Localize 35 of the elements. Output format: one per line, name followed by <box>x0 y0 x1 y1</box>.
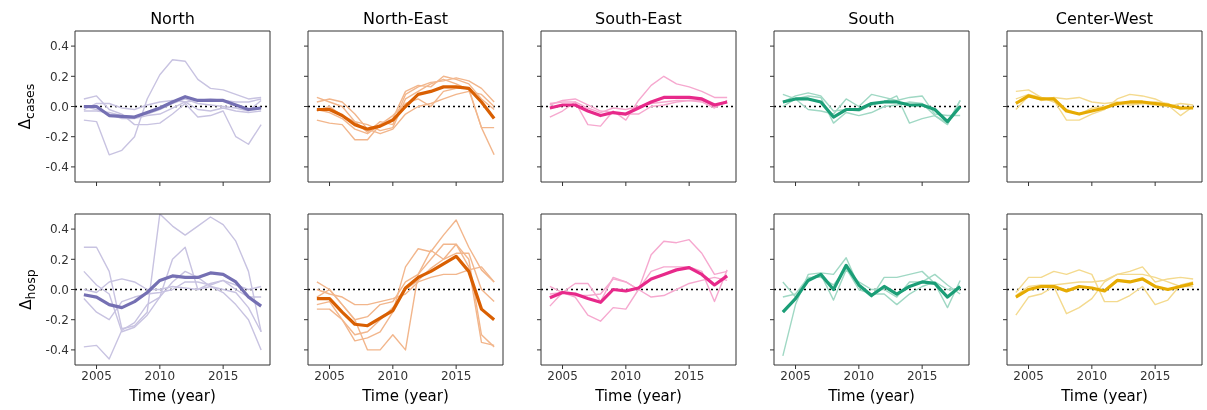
x-tick-label: 2010 <box>144 368 176 383</box>
chart-title: North-East <box>361 8 449 30</box>
x-tick-label: 2005 <box>81 368 112 383</box>
x-tick-label: 2005 <box>547 368 578 383</box>
x-tick-label: 2010 <box>377 368 409 383</box>
y-tick-label: -0.4 <box>45 160 69 175</box>
y-tick-label: 0.4 <box>49 39 69 54</box>
chart-title: South <box>847 8 896 30</box>
x-axis-title: Time (year) <box>1060 387 1149 405</box>
y-tick-label: 0.0 <box>49 282 69 297</box>
x-axis-title: Time (year) <box>594 387 683 405</box>
y-tick-label: 0.2 <box>49 69 69 84</box>
x-tick-label: 2015 <box>440 368 472 383</box>
y-tick-label: 0.0 <box>49 99 69 114</box>
chart-title: South-East <box>594 8 683 30</box>
y-tick-label: -0.4 <box>45 343 69 358</box>
y-tick-label: 0.2 <box>49 252 69 267</box>
x-axis-title: Time (year) <box>128 387 217 405</box>
chart-title: Center-West <box>1054 8 1155 30</box>
x-tick-label: 2005 <box>780 368 811 383</box>
x-tick-label: 2015 <box>673 368 705 383</box>
x-axis-title: Time (year) <box>827 387 916 405</box>
x-tick-label: 2010 <box>843 368 875 383</box>
x-tick-label: 2010 <box>610 368 642 383</box>
x-tick-label: 2005 <box>314 368 345 383</box>
chart-title: North <box>149 8 196 30</box>
y-tick-label: -0.2 <box>45 129 69 144</box>
y-tick-label: -0.2 <box>45 312 69 327</box>
x-tick-label: 2005 <box>1013 368 1044 383</box>
x-axis-title: Time (year) <box>361 387 450 405</box>
x-tick-label: 2015 <box>207 368 239 383</box>
x-tick-label: 2010 <box>1076 368 1108 383</box>
x-tick-label: 2015 <box>906 368 938 383</box>
x-tick-label: 2015 <box>1139 368 1171 383</box>
y-tick-label: 0.4 <box>49 222 69 237</box>
